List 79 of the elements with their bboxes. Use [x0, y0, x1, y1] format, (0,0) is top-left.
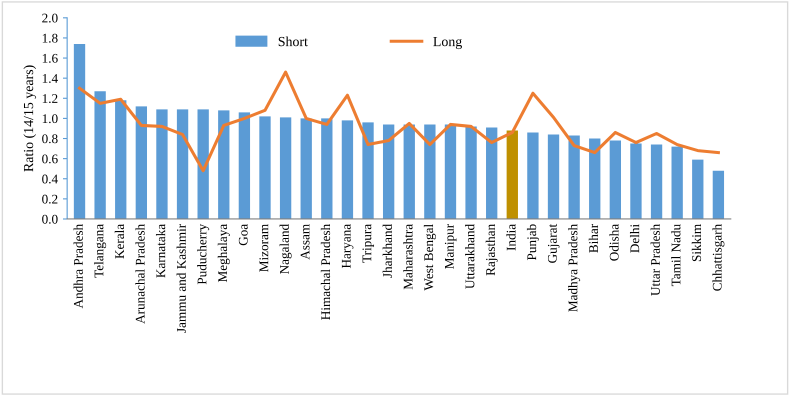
y-tick-label: 0.6 [42, 154, 58, 164]
x-tick-label: Mizoram [259, 224, 268, 272]
x-tick-label: Manipur [444, 224, 456, 269]
x-tick-label: India [506, 224, 516, 250]
x-tick-label: Goa [238, 224, 248, 246]
bar [156, 109, 168, 219]
x-tick-label: Uttarakhand [465, 224, 474, 289]
x-tick-label: Odisha [609, 224, 619, 261]
bar [527, 132, 539, 219]
legend-label: Long [433, 36, 462, 50]
bar [342, 120, 354, 219]
y-tick-label: 1.0 [42, 114, 58, 124]
bar [548, 134, 560, 219]
bar [238, 112, 250, 219]
x-tick-label: Himachal Pradesh [320, 224, 330, 320]
x-tick-label: Bihar [588, 224, 598, 253]
x-tick-label: Andhra Pradesh [74, 224, 83, 308]
bar [74, 44, 86, 219]
bar [589, 138, 600, 219]
y-tick-label: 0.4 [42, 174, 58, 184]
y-tick-label: 1.2 [42, 94, 58, 104]
x-tick-label: Karnataka [156, 224, 166, 278]
bar [115, 100, 126, 219]
x-tick-label: Meghalaya [218, 224, 230, 282]
y-tick-label: 2.0 [42, 14, 58, 23]
y-tick-label: 0.8 [42, 134, 58, 144]
x-tick-label: Tamil Nadu [671, 224, 680, 286]
x-tick-label: Delhi [630, 224, 640, 253]
x-tick-label: Maharashtra [403, 224, 413, 290]
legend-label: Short [278, 36, 308, 46]
bar [280, 117, 292, 219]
bar [176, 109, 188, 219]
x-tick-label: Chhattisgarh [712, 224, 724, 291]
bar [610, 140, 622, 219]
x-tick-label: Madhya Pradesh [568, 224, 580, 312]
y-tick-label: 1.4 [42, 74, 58, 83]
bar [692, 160, 704, 219]
bar [321, 118, 332, 219]
x-tick-label: Punjab [526, 224, 539, 260]
bar [630, 144, 642, 219]
y-tick-label: 1.8 [42, 34, 58, 43]
x-tick-label: Tripura [362, 224, 374, 263]
x-tick-label: West Bengal [424, 224, 436, 291]
x-tick-label: Arunachal Pradesh [135, 224, 145, 324]
x-tick-label: Puducherry [197, 224, 210, 284]
x-tick-label: Kerala [114, 224, 124, 259]
x-tick-label: Telangana [94, 224, 106, 278]
x-tick-label: Jammu and Kashmir [176, 224, 186, 333]
bar [444, 124, 456, 219]
bar [198, 109, 209, 219]
x-tick-label: Assam [300, 224, 310, 260]
bar [259, 116, 271, 219]
y-tick-label: 0.0 [42, 214, 58, 224]
x-tick-label: Jharkhand [382, 224, 392, 278]
bar [424, 124, 436, 219]
bar [300, 118, 312, 219]
y-tick-label: 0.2 [42, 194, 58, 204]
bar [218, 110, 230, 219]
bar [94, 91, 106, 219]
x-tick-label: Sikkim [692, 224, 702, 262]
bar [672, 146, 683, 219]
y-tick-label: 1.6 [42, 54, 58, 63]
bar [362, 122, 374, 219]
bar [382, 124, 394, 219]
x-tick-label: Gujarat [548, 224, 560, 263]
bar [465, 126, 477, 219]
x-tick-label: Rajasthan [486, 224, 498, 276]
bar [650, 144, 662, 219]
x-tick-label: Haryana [342, 224, 354, 268]
bar [568, 136, 580, 219]
bar [712, 170, 724, 219]
bar [136, 106, 148, 219]
y-axis-title: Ratio (14/15 years) [23, 65, 36, 172]
x-tick-label: Uttar Pradesh [650, 224, 660, 296]
line-series [78, 70, 720, 172]
bar [486, 127, 498, 219]
bar [506, 130, 518, 219]
bar [404, 124, 415, 219]
x-tick-label: Nagaland [280, 224, 292, 274]
